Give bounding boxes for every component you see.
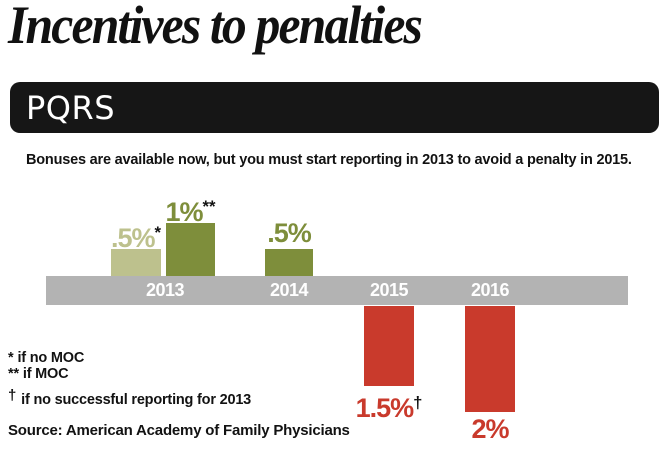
bar-value-text: .5% xyxy=(110,223,156,254)
bar-value-label-2014-.5%: .5% xyxy=(267,218,312,248)
penalty-bar-2015-1.5% xyxy=(364,306,414,386)
bonus-bar-2014-.5% xyxy=(265,249,313,276)
bar-value-label-2013-.5%: .5%* xyxy=(111,219,161,252)
axis-year-2014: 2014 xyxy=(269,280,309,300)
timeline-axis xyxy=(46,276,628,305)
footnote-no-moc: * if no MOC xyxy=(8,350,84,366)
pqrs-banner-label: PQRS xyxy=(26,88,116,127)
footnote-marker: * xyxy=(8,350,14,366)
footnote-text: if no MOC xyxy=(17,350,85,366)
axis-year-2013: 2013 xyxy=(145,280,185,300)
pqrs-banner: PQRS xyxy=(10,82,659,133)
bar-footnote-marker: * xyxy=(154,223,162,242)
bar-value-label-2016-2%: 2% xyxy=(471,414,509,444)
bar-footnote-marker: ** xyxy=(202,197,216,216)
bar-value-label-2013-1%: 1%** xyxy=(165,193,215,226)
footnote-moc: ** if MOC xyxy=(8,366,69,382)
footnote-marker: † xyxy=(8,387,17,404)
bonus-bar-2013-1% xyxy=(166,223,215,276)
bar-value-text: 1.5% xyxy=(355,393,415,424)
bar-footnote-marker: † xyxy=(413,393,423,412)
axis-year-2015: 2015 xyxy=(369,280,409,300)
chart-subtitle: Bonuses are available now, but you must … xyxy=(26,152,632,168)
footnote-reporting: † if no successful reporting for 2013 xyxy=(8,387,251,408)
footnote-marker: ** xyxy=(8,366,19,382)
bar-value-label-2015-1.5%: 1.5%† xyxy=(356,389,423,422)
bar-value-text: 1% xyxy=(165,197,203,228)
page-title: Incentives to penalties xyxy=(8,0,423,55)
bonus-bar-2013-.5% xyxy=(111,249,161,276)
penalty-bar-2016-2% xyxy=(465,306,515,412)
axis-year-2016: 2016 xyxy=(470,280,510,300)
source-line: Source: American Academy of Family Physi… xyxy=(8,422,350,439)
footnote-text: if MOC xyxy=(22,366,69,382)
bar-value-text: 2% xyxy=(471,414,509,444)
footnote-text: if no successful reporting for 2013 xyxy=(21,392,252,408)
bar-value-text: .5% xyxy=(267,218,312,248)
